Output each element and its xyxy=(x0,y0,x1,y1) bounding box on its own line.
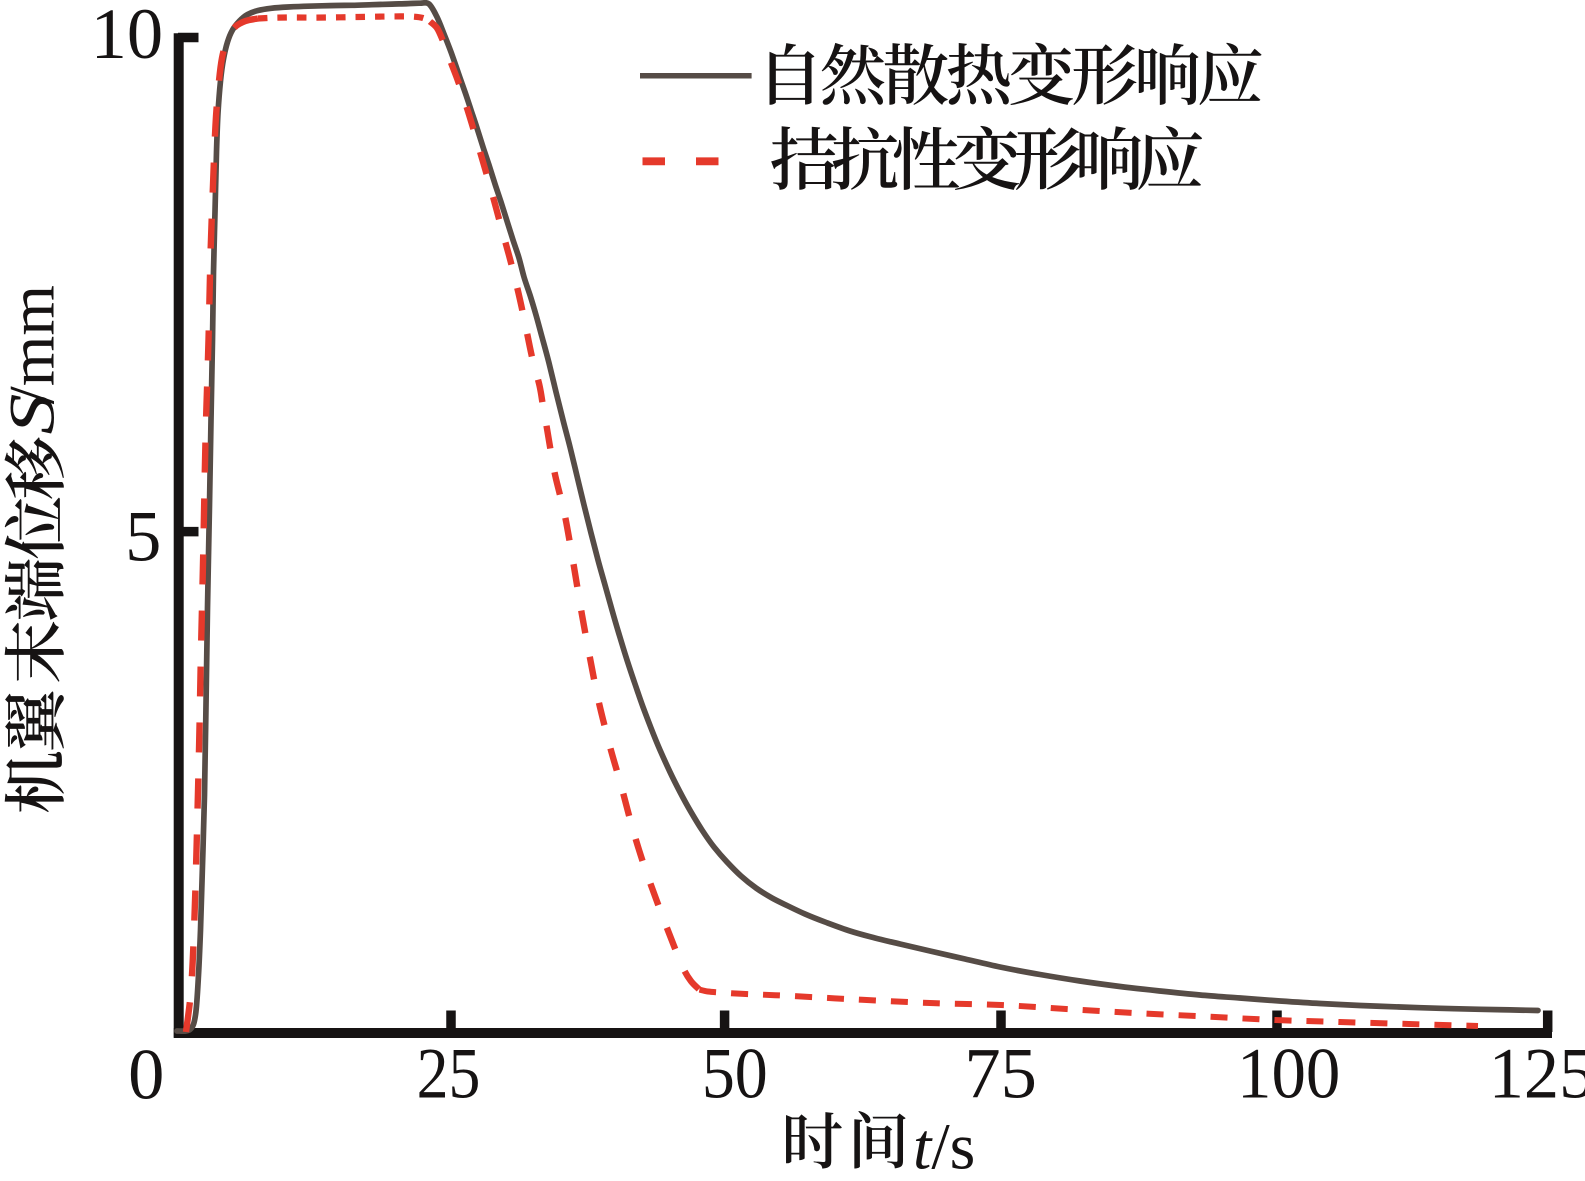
svg-text:/mm: /mm xyxy=(0,285,69,404)
svg-text:125: 125 xyxy=(1489,1034,1585,1114)
svg-text:5: 5 xyxy=(125,496,161,577)
svg-text:50: 50 xyxy=(702,1033,768,1114)
svg-text:t/s: t/s xyxy=(913,1111,975,1181)
svg-text:75: 75 xyxy=(964,1033,1037,1114)
svg-text:10: 10 xyxy=(91,0,164,74)
svg-text:0: 0 xyxy=(128,1034,164,1115)
svg-text:S: S xyxy=(0,394,69,435)
svg-text:100: 100 xyxy=(1237,1034,1340,1114)
svg-text:25: 25 xyxy=(417,1033,481,1114)
